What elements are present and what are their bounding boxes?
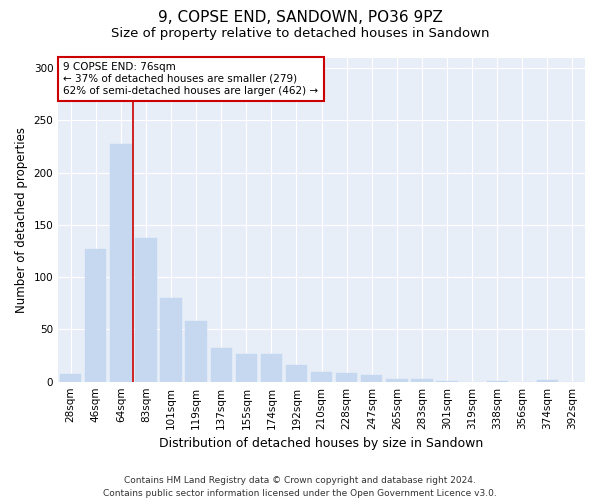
Bar <box>261 354 282 382</box>
Bar <box>537 380 558 382</box>
Bar <box>436 380 458 382</box>
Bar <box>361 376 382 382</box>
Bar <box>60 374 82 382</box>
Bar <box>160 298 182 382</box>
Text: Contains HM Land Registry data © Crown copyright and database right 2024.
Contai: Contains HM Land Registry data © Crown c… <box>103 476 497 498</box>
Text: 9 COPSE END: 76sqm
← 37% of detached houses are smaller (279)
62% of semi-detach: 9 COPSE END: 76sqm ← 37% of detached hou… <box>64 62 319 96</box>
Bar <box>85 249 106 382</box>
Text: Size of property relative to detached houses in Sandown: Size of property relative to detached ho… <box>111 28 489 40</box>
Y-axis label: Number of detached properties: Number of detached properties <box>15 126 28 312</box>
Bar <box>110 144 131 382</box>
X-axis label: Distribution of detached houses by size in Sandown: Distribution of detached houses by size … <box>160 437 484 450</box>
Text: 9, COPSE END, SANDOWN, PO36 9PZ: 9, COPSE END, SANDOWN, PO36 9PZ <box>158 10 442 25</box>
Bar <box>211 348 232 382</box>
Bar <box>136 238 157 382</box>
Bar <box>311 372 332 382</box>
Bar <box>411 378 433 382</box>
Bar <box>236 354 257 382</box>
Bar <box>386 378 407 382</box>
Bar <box>286 365 307 382</box>
Bar <box>336 374 358 382</box>
Bar <box>185 321 207 382</box>
Bar <box>487 380 508 382</box>
